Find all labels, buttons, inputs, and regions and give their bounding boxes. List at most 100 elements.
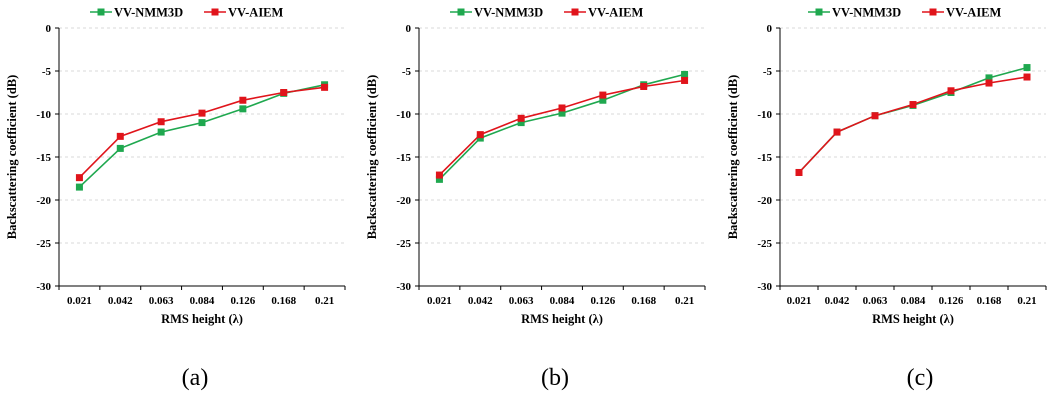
data-point-vv-aiem [517,114,525,122]
y-tick-label: -5 [42,66,52,78]
chart-panel-1: 0 -5 -10 -15 -20 -25 -30 0.021 0.042 0.063 0.084 0.… [5,6,346,391]
legend-label: VV-AIEM [228,6,284,20]
data-point-vv-nmm3d [116,144,124,152]
series-line-vv-aiem [798,76,1028,174]
x-tick-label: 0.126 [939,295,964,307]
y-tick-label: 0 [406,23,412,35]
data-point-vv-nmm3d [517,119,525,127]
y-tick-label: -25 [36,238,51,250]
legend-item: VV-AIEM [204,6,284,20]
x-tick-label: 0.21 [315,295,334,307]
y-tick-label: -30 [757,281,772,293]
legend-marker [457,8,465,16]
x-tick-label: 0.168 [977,295,1002,307]
legend-marker [211,8,219,16]
data-point-vv-aiem [599,91,607,99]
x-tick-label: 0.084 [550,295,575,307]
x-tick-label: 0.084 [190,295,215,307]
y-tick-label: -20 [36,195,51,207]
legend-marker [815,8,823,16]
data-point-vv-nmm3d [75,183,83,191]
series-line-vv-nmm3d [78,84,325,188]
data-point-vv-aiem [75,174,83,182]
data-point-vv-aiem [157,118,165,126]
x-tick-label: 0.021 [67,295,92,307]
data-point-vv-nmm3d [198,119,206,127]
y-tick-label: -10 [36,109,51,121]
legend-label: VV-NMM3D [114,6,183,20]
y-tick-label: 0 [46,23,52,35]
x-tick-label: 0.126 [230,295,255,307]
x-tick-label: 0.21 [1017,295,1036,307]
legend-item: VV-NMM3D [90,6,183,20]
panel-caption: (b) [541,365,569,391]
legend-item: VV-AIEM [564,6,644,20]
legend-marker [929,8,937,16]
data-point-vv-aiem [476,131,484,139]
legend-item: VV-NMM3D [808,6,901,20]
data-point-vv-aiem [871,112,879,120]
y-tick-label: -5 [763,66,773,78]
data-point-vv-aiem [681,76,689,84]
y-tick-label: 0 [767,23,773,35]
data-point-vv-aiem [1023,73,1031,81]
data-point-vv-nmm3d [599,96,607,104]
data-point-vv-nmm3d [1023,64,1031,72]
data-point-vv-nmm3d [239,105,247,113]
legend-marker [97,8,105,16]
y-tick-label: -30 [36,281,51,293]
data-point-vv-nmm3d [558,109,566,117]
data-point-vv-aiem [198,109,206,117]
legend-item: VV-AIEM [922,6,1002,20]
legend: VV-NMM3D VV-AIEM [90,6,284,20]
panel-caption: (c) [907,365,934,391]
data-point-vv-aiem [558,104,566,112]
x-tick-label: 0.063 [509,295,534,307]
data-point-vv-nmm3d [985,74,993,82]
y-tick-label: -15 [757,152,772,164]
legend: VV-NMM3D VV-AIEM [808,6,1002,20]
x-tick-label: 0.021 [427,295,452,307]
x-tick-label: 0.168 [631,295,656,307]
legend-label: VV-NMM3D [474,6,543,20]
x-tick-label: 0.168 [271,295,296,307]
y-axis-label: Backscattering coefficient (dB) [365,75,379,240]
y-axis-label: Backscattering coefficient (dB) [5,75,19,240]
legend-marker [571,8,579,16]
data-point-vv-aiem [795,168,803,176]
y-tick-label: -10 [757,109,772,121]
legend-item: VV-NMM3D [450,6,543,20]
data-point-vv-aiem [239,96,247,104]
data-point-vv-aiem [909,101,917,109]
data-point-vv-aiem [640,82,648,90]
chart-panel-3: 0 -5 -10 -15 -20 -25 -30 0.021 0.042 0.063 0.084 0.… [726,6,1047,391]
data-point-vv-aiem [321,83,329,91]
x-tick-label: 0.021 [787,295,812,307]
y-tick-label: -20 [757,195,772,207]
y-tick-label: -25 [757,238,772,250]
y-tick-label: -10 [396,109,411,121]
y-tick-label: -5 [402,66,412,78]
legend-label: VV-NMM3D [832,6,901,20]
chart-panel-2: 0 -5 -10 -15 -20 -25 -30 0.021 0.042 0.063 0.084 0.… [365,6,706,391]
x-tick-label: 0.21 [675,295,694,307]
panel-caption: (a) [182,365,209,391]
data-point-vv-aiem [435,171,443,179]
x-axis-label: RMS height (λ) [872,312,954,326]
y-tick-label: -20 [396,195,411,207]
y-tick-label: -25 [396,238,411,250]
data-point-vv-aiem [947,87,955,95]
series-line-vv-aiem [78,86,325,179]
y-axis-label: Backscattering coefficient (dB) [726,75,740,240]
x-tick-label: 0.084 [901,295,926,307]
x-axis-label: RMS height (λ) [161,312,243,326]
x-tick-label: 0.042 [108,295,133,307]
y-tick-label: -15 [36,152,51,164]
y-tick-label: -15 [396,152,411,164]
x-tick-label: 0.042 [825,295,850,307]
x-tick-label: 0.126 [590,295,615,307]
series-line-vv-aiem [438,79,685,176]
series-line-vv-nmm3d [438,73,685,180]
data-point-vv-nmm3d [435,175,443,183]
y-tick-label: -30 [396,281,411,293]
